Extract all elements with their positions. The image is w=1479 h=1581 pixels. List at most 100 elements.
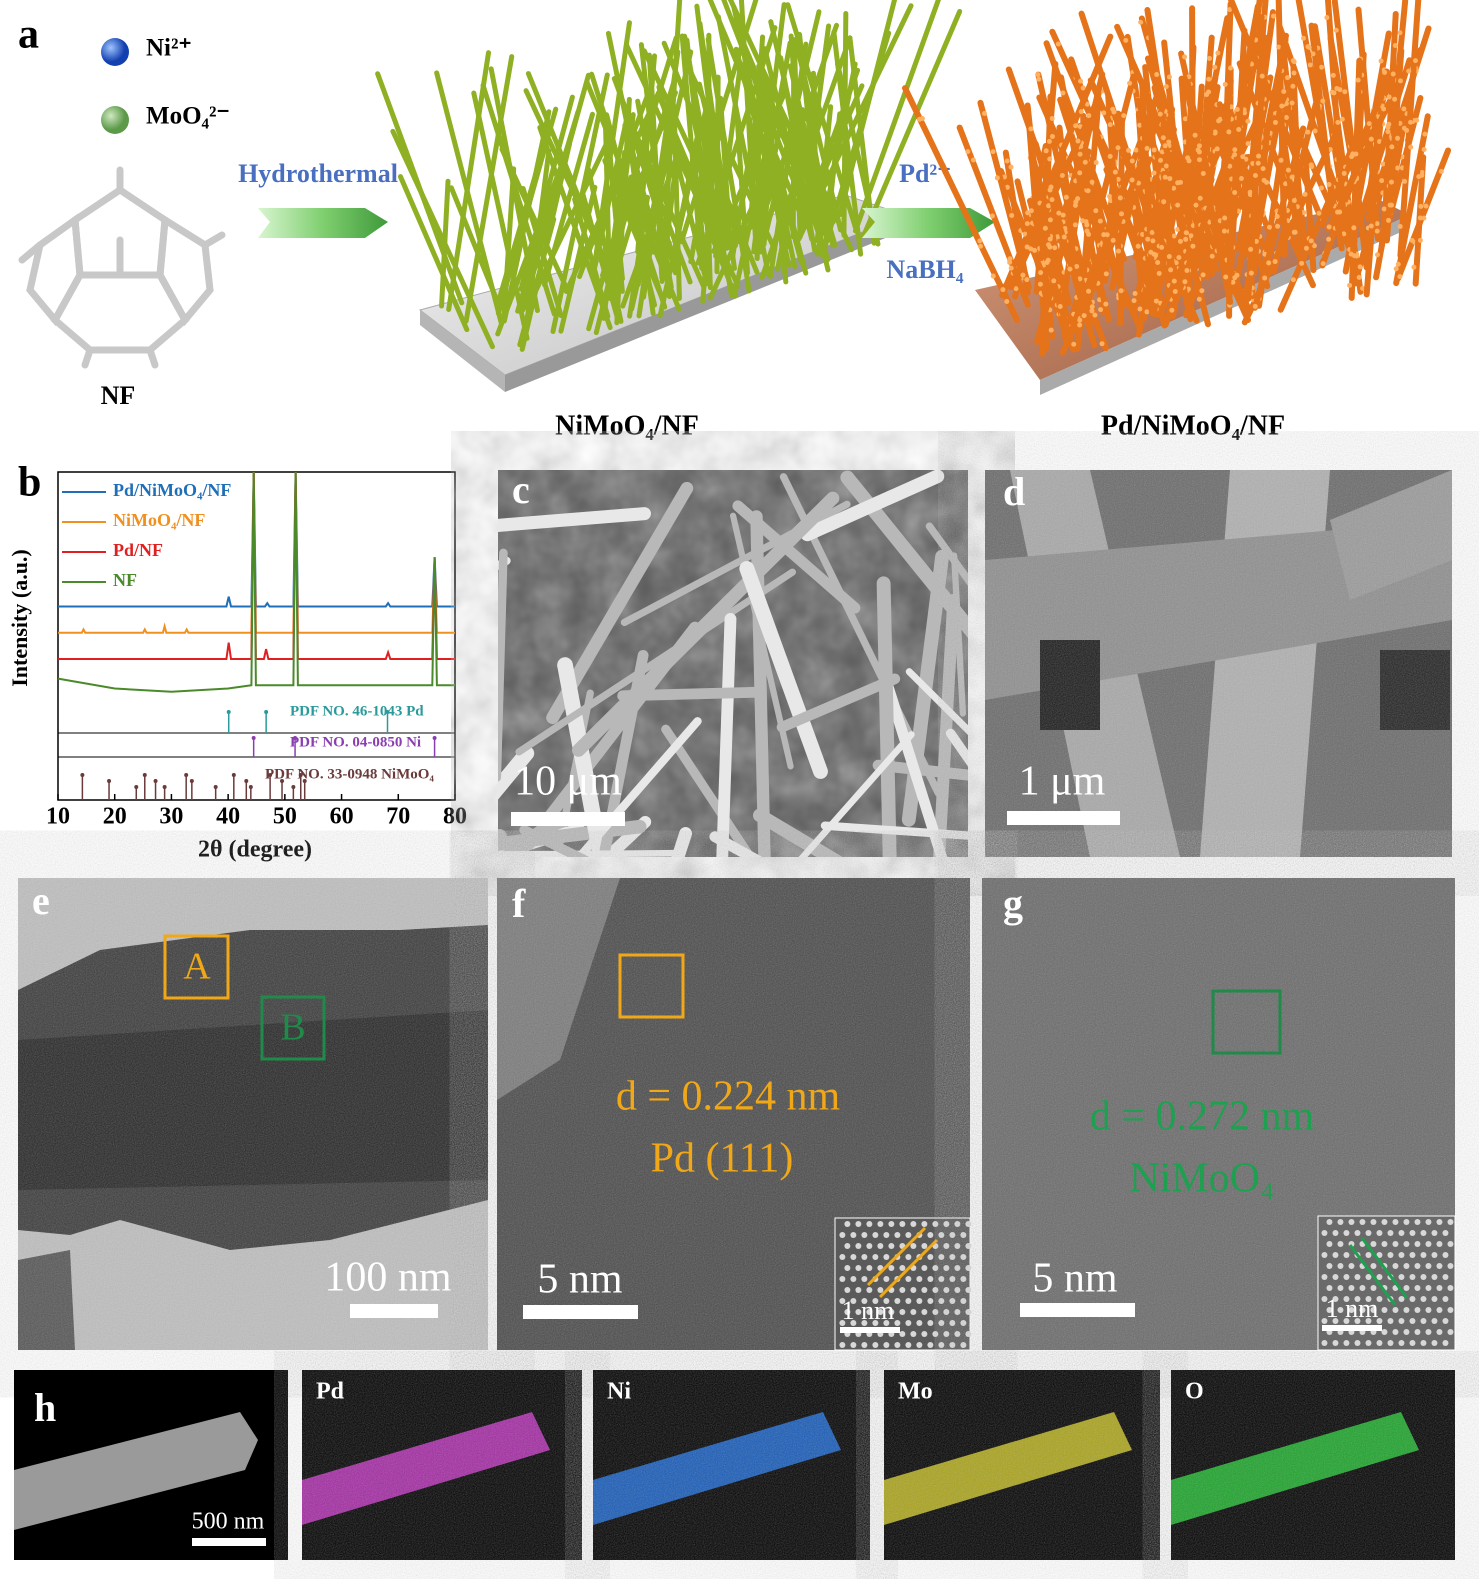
nanoparticle xyxy=(1183,230,1189,236)
lattice-dot xyxy=(1332,1230,1339,1236)
nanoparticle xyxy=(1025,210,1031,216)
scale-bar xyxy=(1322,1325,1382,1331)
nanoparticle xyxy=(1299,260,1305,266)
panel-label: g xyxy=(1003,881,1023,926)
lattice-dot xyxy=(1321,1296,1328,1302)
reference-peak-marker xyxy=(291,785,296,789)
nanoparticle xyxy=(1074,263,1080,269)
xrd-pattern xyxy=(58,471,455,608)
lattice-dot xyxy=(1381,1307,1388,1313)
lattice-dot xyxy=(861,1232,868,1238)
lattice-dot xyxy=(1447,1219,1454,1225)
lattice-dot xyxy=(1365,1318,1372,1324)
nanoparticle xyxy=(1245,118,1251,124)
nanoparticle xyxy=(1397,78,1403,84)
lattice-dot xyxy=(1425,1307,1432,1313)
nanoparticle xyxy=(1386,94,1392,100)
lattice-dot xyxy=(960,1320,967,1326)
nanoparticle xyxy=(1240,154,1246,160)
scale-label: 5 nm xyxy=(1032,1256,1118,1302)
nanoparticle xyxy=(1092,312,1098,318)
nanowire xyxy=(498,507,652,532)
lattice-dot xyxy=(910,1287,917,1293)
lattice-dot xyxy=(932,1309,939,1315)
lattice-dot xyxy=(1354,1296,1361,1302)
nanoparticle xyxy=(1212,64,1218,70)
x-tick-label: 60 xyxy=(330,804,354,830)
scale-bar xyxy=(1020,1303,1135,1317)
lattice-dot xyxy=(855,1287,862,1293)
nanoparticle xyxy=(1319,64,1325,70)
lattice-dot xyxy=(965,1287,972,1293)
nanorod xyxy=(1290,65,1303,231)
nanoparticle xyxy=(1199,288,1205,294)
lattice-dot xyxy=(1431,1340,1438,1346)
nanoparticle xyxy=(1035,72,1041,78)
panel-e: e A B 100 nm xyxy=(18,878,488,1350)
nanoparticle xyxy=(1127,80,1133,86)
panel-label: a xyxy=(18,12,39,58)
lattice-dot xyxy=(894,1320,901,1326)
lattice-dot xyxy=(927,1276,934,1282)
panel-c: c 10 μm xyxy=(498,467,968,857)
nanoparticle xyxy=(989,213,995,219)
nanoparticle xyxy=(1223,274,1229,280)
lattice-dot xyxy=(1403,1219,1410,1225)
nanorod xyxy=(1393,113,1431,287)
nanowire xyxy=(661,724,756,857)
lattice-dot xyxy=(1420,1340,1427,1346)
nanoparticle xyxy=(1291,59,1297,65)
nanoparticle xyxy=(1004,299,1010,305)
nanoparticle xyxy=(1060,90,1066,96)
nanoparticle xyxy=(1046,138,1052,144)
nanoparticle xyxy=(1007,259,1013,265)
xrd-pattern xyxy=(58,471,455,634)
lattice-dot xyxy=(960,1276,967,1282)
nanoparticle xyxy=(1004,158,1010,164)
lattice-dot xyxy=(949,1232,956,1238)
nanoparticle xyxy=(1389,144,1395,150)
nanoparticle xyxy=(1084,222,1090,228)
lattice-dot xyxy=(850,1232,857,1238)
nanoparticle xyxy=(1334,86,1340,92)
region-label: B xyxy=(280,1007,305,1049)
nanoparticle xyxy=(1028,246,1034,252)
nanoparticle xyxy=(1153,298,1159,304)
nanoparticle xyxy=(1126,147,1132,153)
lattice-dot xyxy=(1321,1340,1328,1346)
lattice-dot xyxy=(888,1221,895,1227)
nanowire xyxy=(925,522,968,586)
nanorod xyxy=(695,25,778,266)
lattice-dot xyxy=(899,1221,906,1227)
nanoparticle xyxy=(1118,288,1124,294)
lattice-dot xyxy=(1420,1230,1427,1236)
nanoparticle xyxy=(1206,76,1212,82)
nanoparticle xyxy=(990,273,996,279)
lattice-dot xyxy=(861,1320,868,1326)
nanoparticle xyxy=(1331,90,1337,96)
nanoparticle xyxy=(1162,174,1168,180)
lattice-dot xyxy=(1403,1285,1410,1291)
nanoparticle xyxy=(1326,181,1332,187)
lattice-dot xyxy=(1387,1318,1394,1324)
lattice-dot xyxy=(910,1309,917,1315)
nanoparticle xyxy=(1289,174,1295,180)
nanoparticle xyxy=(1393,266,1399,272)
nanoparticle xyxy=(1330,72,1336,78)
nanorod xyxy=(463,54,515,324)
nanorod xyxy=(821,30,892,252)
nanorod xyxy=(589,71,668,310)
nanoparticle xyxy=(1232,147,1238,153)
scale-label: 5 nm xyxy=(537,1257,623,1303)
lattice-dot xyxy=(839,1232,846,1238)
nanowire xyxy=(515,568,797,756)
reference-peak-marker xyxy=(231,773,236,777)
nanoparticle xyxy=(1101,110,1107,116)
x-tick-label: 30 xyxy=(159,804,183,830)
lattice-dot xyxy=(1343,1274,1350,1280)
lattice-dot xyxy=(1414,1285,1421,1291)
nanoparticle xyxy=(1368,223,1374,229)
lattice-dot xyxy=(850,1276,857,1282)
nanoparticle xyxy=(1110,237,1116,243)
nanoparticle xyxy=(1221,228,1227,234)
